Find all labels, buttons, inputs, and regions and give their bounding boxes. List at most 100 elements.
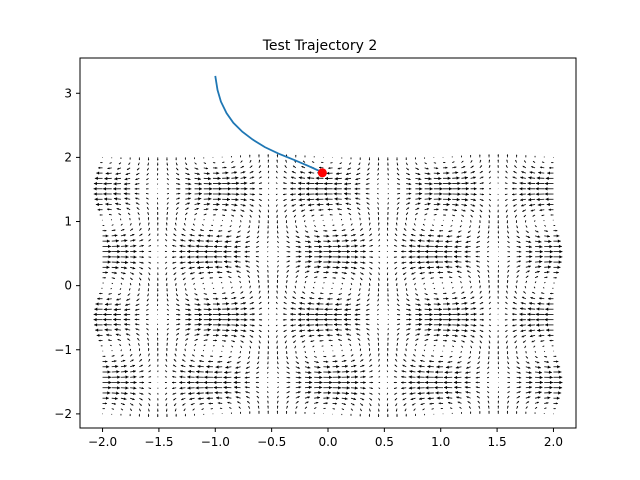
vector-arrow: [408, 386, 416, 390]
vector-arrow: [412, 277, 416, 281]
vector-arrow: [309, 209, 315, 212]
vector-arrow: [386, 403, 389, 407]
vector-arrow: [102, 408, 105, 410]
vector-arrow: [369, 364, 373, 368]
vector-arrow: [231, 187, 240, 191]
vector-arrow: [202, 349, 205, 352]
vector-arrow: [123, 317, 131, 322]
vector-arrow: [285, 345, 287, 349]
vector-arrow: [359, 403, 364, 406]
vector-arrow: [231, 291, 235, 294]
y-tick-label: 0: [64, 279, 72, 293]
vector-arrow: [341, 380, 351, 385]
vector-arrow: [546, 202, 554, 207]
vector-arrow: [332, 408, 335, 410]
vector-arrow: [212, 287, 215, 289]
vector-arrow: [443, 307, 452, 311]
vector-arrow: [146, 303, 149, 307]
vector-arrow: [497, 345, 499, 349]
vector-arrow: [286, 381, 291, 384]
vector-arrow: [378, 387, 381, 389]
vector-arrow: [534, 240, 542, 244]
vector-arrow: [478, 405, 481, 409]
vector-arrow: [109, 162, 112, 164]
vector-arrow: [367, 207, 370, 210]
vector-arrow: [291, 204, 296, 207]
vector-arrow: [393, 381, 398, 384]
vector-arrow: [240, 155, 242, 158]
vector-arrow: [505, 340, 508, 344]
vector-arrow: [455, 366, 462, 369]
vector-arrow: [544, 255, 553, 259]
vector-arrow: [525, 351, 527, 354]
vector-arrow: [249, 181, 255, 185]
vector-arrow: [108, 213, 112, 216]
vector-arrow: [377, 318, 379, 321]
vector-arrow: [341, 249, 351, 254]
vector-arrow: [535, 181, 545, 186]
vector-arrow: [146, 178, 149, 181]
vector-arrow: [267, 193, 270, 196]
vector-arrow: [424, 307, 433, 312]
vector-arrow: [324, 181, 333, 186]
vector-arrow: [452, 209, 457, 212]
vector-arrow: [314, 250, 323, 254]
vector-arrow: [386, 376, 389, 378]
vector-arrow: [377, 162, 380, 166]
vector-arrow: [378, 277, 380, 281]
vector-arrow: [267, 225, 269, 229]
vector-arrow: [223, 245, 232, 249]
vector-arrow: [157, 173, 159, 176]
vector-arrow: [486, 251, 490, 253]
vector-arrow: [258, 204, 262, 207]
vector-arrow: [443, 328, 451, 332]
vector-arrow: [304, 385, 312, 390]
x-tick-label: 0.0: [318, 435, 337, 449]
vector-arrow: [175, 348, 177, 352]
vector-arrow: [120, 249, 129, 254]
vector-arrow: [196, 391, 204, 395]
vector-arrow: [166, 332, 169, 336]
vector-arrow: [443, 292, 447, 295]
vector-arrow: [98, 166, 103, 169]
vector-arrow: [277, 361, 279, 365]
vector-arrow: [366, 172, 370, 176]
vector-arrow: [394, 239, 398, 242]
vector-arrow: [387, 347, 389, 352]
vector-arrow: [387, 167, 389, 171]
vector-arrow: [386, 398, 389, 401]
vector-arrow: [402, 233, 407, 237]
chart-title: Test Trajectory 2: [262, 38, 378, 54]
vector-arrow: [332, 255, 342, 259]
vector-arrow: [315, 323, 324, 327]
vector-arrow: [249, 198, 255, 202]
vector-arrow: [420, 229, 425, 232]
vector-arrow: [497, 159, 499, 163]
vector-arrow: [415, 328, 422, 331]
vector-arrow: [137, 293, 140, 297]
vector-arrow: [286, 400, 289, 404]
vector-arrow: [258, 176, 262, 179]
vector-arrow: [396, 207, 400, 210]
vector-arrow: [507, 246, 511, 248]
vector-arrow: [147, 288, 150, 292]
x-tick-label: 0.5: [375, 435, 394, 449]
vector-arrow: [194, 343, 197, 347]
vector-arrow: [247, 230, 251, 234]
vector-arrow: [525, 390, 532, 394]
vector-arrow: [455, 240, 462, 244]
vector-arrow: [231, 312, 240, 316]
vector-arrow: [369, 277, 372, 281]
vector-arrow: [513, 335, 517, 338]
vector-arrow: [194, 172, 200, 176]
vector-arrow: [249, 340, 253, 344]
vector-arrow: [538, 171, 545, 175]
vector-arrow: [94, 176, 103, 180]
vector-arrow: [210, 355, 213, 357]
vector-arrow: [139, 381, 145, 384]
vector-arrow: [323, 360, 329, 363]
vector-arrow: [350, 386, 358, 390]
vector-arrow: [521, 171, 526, 174]
vector-arrow: [520, 301, 526, 305]
vector-arrow: [393, 387, 398, 389]
